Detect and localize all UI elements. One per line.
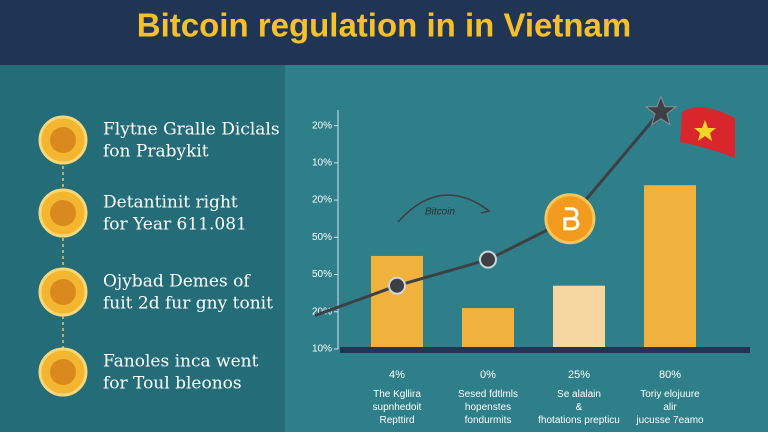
item-text: for Year 611.081 (103, 215, 247, 235)
x-category-label: The Kgllira supnhedoit Repttird (373, 389, 422, 426)
point (388, 276, 406, 295)
item-text: Detantinit right (103, 193, 238, 213)
bar-label: 25% (568, 369, 590, 381)
item-text: Fanoles inca went (103, 352, 259, 372)
arrow-head (480, 205, 491, 214)
header-bar (0, 0, 768, 65)
chart: 10%20%50%50%20%10%20%4%The Kgllira supnhe… (312, 95, 750, 426)
x-axis (340, 347, 750, 353)
bar (371, 255, 423, 349)
y-tick-label: 50% (312, 232, 332, 243)
bar (462, 308, 514, 349)
bar (553, 285, 605, 349)
y-tick-label: 50% (312, 269, 332, 280)
point (479, 250, 497, 269)
flag-star (694, 120, 716, 141)
item-text: Ojybad Demes of (103, 272, 251, 292)
item-text: fuit 2d fur gny tonit (103, 294, 273, 314)
icon (50, 359, 76, 385)
y-tick-label: 10% (312, 344, 332, 355)
y-tick-label: 20% (312, 120, 332, 131)
bar (644, 185, 696, 349)
x-category-label: Se alalain & fhotations prepticu (538, 389, 620, 426)
icon (50, 200, 76, 226)
y-tick-label: 20% (312, 195, 332, 206)
icon (50, 279, 76, 305)
x-category-label: Toriy elojuure alir jucusse 7eamo (635, 389, 704, 426)
bar-label: 0% (480, 369, 496, 381)
x-category-label: Sesed fdtlmls hopenstes fondurmits (458, 389, 518, 426)
item-text: for Toul bleonos (103, 374, 242, 394)
icon (50, 127, 76, 153)
annotation: Bitcoin (425, 207, 455, 218)
bitcoin-symbol (563, 207, 580, 231)
item-text: Flytne Gralle Diclals (103, 120, 280, 140)
y-tick-label: 10% (312, 157, 332, 168)
annotation-arrow (397, 194, 489, 223)
bar-label: 80% (659, 369, 681, 381)
title: Bitcoin regulation in in Vietnam (137, 7, 631, 44)
star (644, 95, 678, 126)
item-text: fon Prabykit (103, 142, 209, 162)
bar-label: 4% (389, 369, 405, 381)
